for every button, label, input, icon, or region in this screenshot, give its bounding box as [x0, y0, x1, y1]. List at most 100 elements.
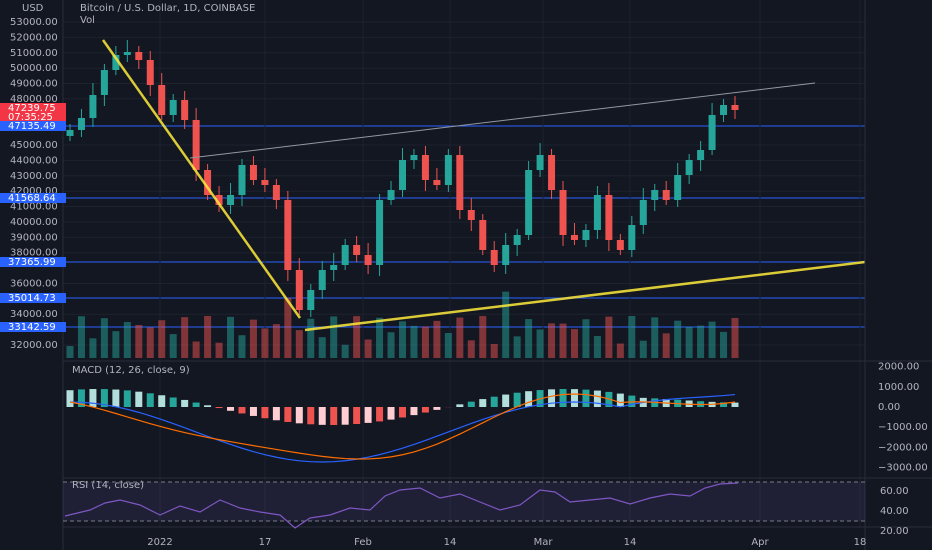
volume-bar [467, 340, 475, 358]
candle-body [444, 155, 452, 185]
candle-body [341, 245, 349, 265]
macd-histogram [433, 407, 441, 410]
macd-histogram [112, 389, 120, 407]
candle-body [410, 155, 418, 160]
symbol-title: Bitcoin / U.S. Dollar, 1D, COINBASE [80, 3, 255, 14]
axes: 53000.00 52000.00 51000.00 50000.00 49000.00… [0, 17, 928, 548]
candle-body [261, 180, 269, 185]
volume-bar [399, 321, 406, 358]
candle-body [731, 105, 739, 110]
price-tag-label: 07:35:25 [8, 112, 53, 123]
volume-bar [720, 331, 728, 358]
time-label: 18 [854, 537, 867, 548]
macd-histogram [353, 407, 361, 425]
volume-bar [605, 316, 613, 358]
volume-bar [616, 343, 624, 358]
macd-tick-label: 2000.00 [878, 362, 919, 373]
candle-body [605, 195, 613, 240]
macd-histogram [410, 407, 418, 416]
macd-histogram [204, 405, 212, 407]
macd-histogram [261, 407, 269, 419]
time-label: 14 [624, 537, 637, 548]
macd-histogram [376, 407, 384, 422]
candle-body [720, 105, 728, 115]
volume-bar [181, 317, 189, 358]
candle-body [433, 180, 441, 185]
volume-bar [433, 320, 441, 358]
macd-histogram [479, 399, 487, 407]
volume-bar [674, 320, 682, 358]
volume-bar [479, 316, 487, 358]
price-tick-label: 40000.00 [10, 217, 58, 228]
volume-bar [204, 316, 212, 358]
price-tick-label: 38000.00 [10, 248, 58, 259]
macd-histogram [456, 404, 464, 407]
volume-bar [639, 340, 647, 358]
price-tick-label: 53000.00 [10, 17, 58, 28]
volume-bar [112, 331, 120, 358]
volume-bar [261, 328, 269, 358]
volume-bar [731, 317, 739, 358]
candle-body [238, 165, 246, 195]
volume-bar [559, 323, 567, 358]
price-tag [0, 103, 66, 113]
price-tick-label: 41000.00 [10, 202, 58, 213]
volume-bar [387, 332, 395, 358]
volume-bar [146, 327, 154, 358]
volume-bar [593, 336, 601, 358]
macd-histogram [559, 389, 567, 407]
macd-histogram [582, 389, 590, 407]
price-tick-label: 50000.00 [10, 63, 58, 74]
volume-bar [548, 323, 556, 358]
macd-histogram [272, 407, 280, 421]
price-tick-label: 49000.00 [10, 79, 58, 90]
candle-body [525, 170, 533, 235]
volume-bar [685, 326, 693, 358]
volume-bar [376, 317, 384, 358]
volume-bar [272, 324, 280, 358]
volume-bar [444, 332, 452, 358]
candle-body [66, 130, 74, 136]
volume-bar [421, 326, 429, 358]
candle-body [502, 245, 510, 265]
time-label: 14 [444, 537, 457, 548]
macd-histogram [295, 407, 303, 424]
volume-label: Vol [80, 15, 95, 26]
volume-bar [227, 316, 235, 358]
macd-histogram [467, 401, 475, 407]
price-tick-label: 48000.00 [10, 94, 58, 105]
time-label: Apr [751, 537, 769, 548]
price-tick-label: 52000.00 [10, 32, 58, 43]
price-tick-label: 36000.00 [10, 278, 58, 289]
macd-tick-label: −1000.00 [878, 422, 928, 433]
volume-bar [89, 338, 97, 358]
volume-bar [697, 325, 705, 358]
volume-bar [192, 341, 200, 358]
macd-histogram [249, 407, 257, 416]
rsi-tick-label: 20.00 [880, 526, 909, 537]
volume-bar [502, 291, 510, 358]
price-tag [0, 121, 66, 131]
volume-bar [169, 334, 177, 358]
candle-body [364, 255, 372, 265]
macd-histogram [135, 391, 143, 407]
macd-title: MACD (12, 26, close, 9) [72, 365, 190, 376]
trend-line [101, 39, 302, 319]
candle-body [100, 70, 108, 95]
volume-bar [410, 325, 418, 358]
macd-histogram [318, 407, 326, 425]
candle-body [77, 118, 85, 130]
macd-histogram [66, 390, 74, 407]
price-tag-label: 47135.49 [8, 121, 56, 132]
candle-body [399, 160, 406, 190]
macd-histogram [421, 407, 429, 413]
volume-bar [662, 333, 670, 358]
currency: USD [22, 3, 44, 14]
macd-histogram [307, 407, 315, 425]
candle-body [616, 240, 624, 250]
candle-body [146, 60, 154, 85]
macd-histogram [399, 407, 406, 418]
price-tick-label: 44000.00 [10, 155, 58, 166]
candle-body [593, 195, 601, 230]
